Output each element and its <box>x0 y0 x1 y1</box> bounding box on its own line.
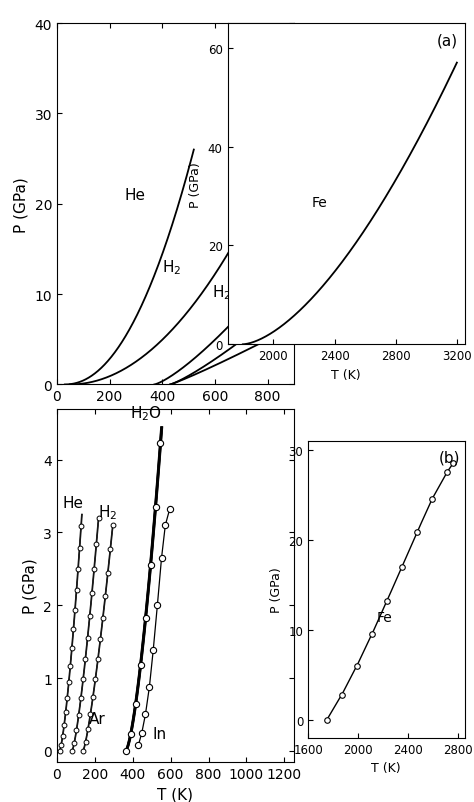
Text: Fe: Fe <box>377 610 392 624</box>
Text: (b): (b) <box>438 450 460 465</box>
Text: He: He <box>63 496 83 510</box>
X-axis label: T (K): T (K) <box>157 409 193 424</box>
Text: H$_2$: H$_2$ <box>98 503 118 521</box>
Text: H$_2$O: H$_2$O <box>130 403 162 423</box>
X-axis label: T (K): T (K) <box>372 761 401 774</box>
Text: H$_2$: H$_2$ <box>162 258 182 277</box>
Text: Fe: Fe <box>311 196 328 209</box>
Text: In: In <box>260 301 274 316</box>
X-axis label: T (K): T (K) <box>157 786 193 801</box>
Text: Ar: Ar <box>89 711 106 727</box>
Text: (a): (a) <box>436 34 457 49</box>
Y-axis label: P (GPa): P (GPa) <box>189 162 202 207</box>
Y-axis label: P (GPa): P (GPa) <box>14 176 29 233</box>
Text: He: He <box>124 188 145 203</box>
Text: In: In <box>153 726 167 741</box>
Y-axis label: P (GPa): P (GPa) <box>270 567 283 612</box>
Text: H$_2$O: H$_2$O <box>212 282 244 302</box>
X-axis label: T (K): T (K) <box>331 368 361 381</box>
Y-axis label: P (GPa): P (GPa) <box>23 557 37 614</box>
Text: Ar: Ar <box>261 326 278 341</box>
